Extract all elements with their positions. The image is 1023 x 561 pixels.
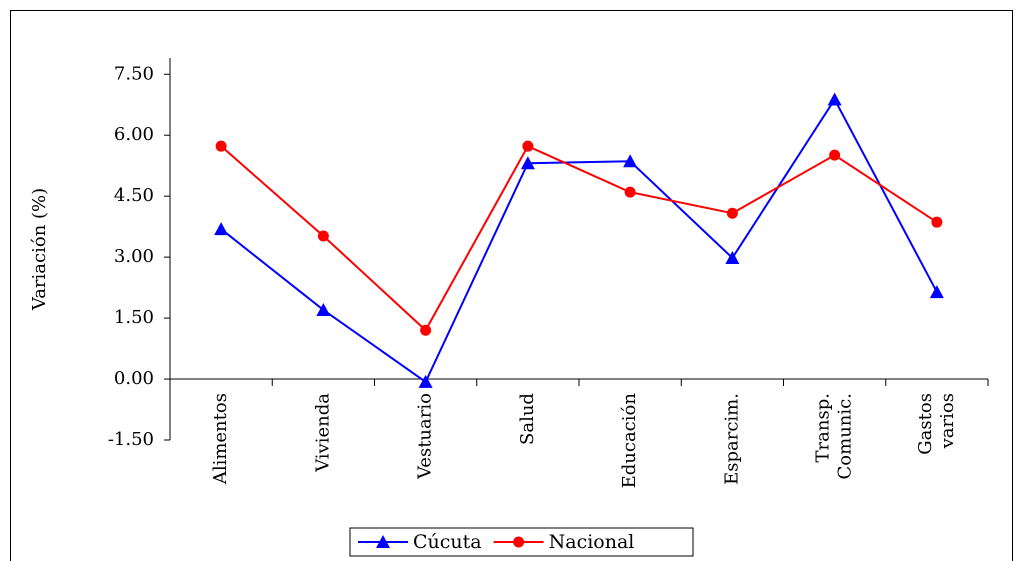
x-tick-label: Alimentos (210, 393, 231, 485)
x-tick-label: Educación (619, 393, 640, 489)
marker (726, 207, 738, 219)
marker (522, 140, 534, 152)
x-tick-label: Transp.Comunic. (813, 393, 856, 479)
series-line (220, 144, 938, 332)
marker (317, 230, 329, 242)
marker (931, 216, 943, 228)
marker (829, 149, 841, 161)
y-tick-label: 4.50 (114, 185, 154, 206)
x-tick-label: Gastosvarios (915, 393, 958, 455)
x-tick-label: Salud (517, 393, 538, 445)
series-line (220, 97, 938, 384)
y-tick-label: 3.00 (114, 246, 154, 267)
marker (513, 536, 525, 548)
y-axis-label: Variación (%) (29, 188, 50, 311)
marker (215, 140, 227, 152)
marker (214, 222, 229, 236)
y-tick-label: 7.50 (114, 63, 154, 84)
y-tick-label: 1.50 (114, 307, 154, 328)
y-tick-label: 0.00 (114, 368, 154, 389)
marker (623, 154, 638, 168)
y-tick-label: -1.50 (108, 429, 154, 450)
marker (420, 324, 432, 336)
marker (316, 302, 331, 316)
marker (929, 285, 944, 299)
marker (418, 374, 433, 388)
chart-frame (10, 10, 1013, 561)
marker (624, 186, 636, 198)
x-tick-label: Vivienda (312, 393, 333, 473)
y-tick-label: 6.00 (114, 124, 154, 145)
marker (376, 535, 390, 548)
legend: Cúcuta Nacional (349, 527, 694, 557)
x-tick-label: Esparcim. (721, 393, 742, 485)
marker (827, 92, 842, 106)
marker (725, 250, 740, 264)
marker (520, 156, 535, 170)
x-tick-label: Vestuario (415, 393, 436, 480)
legend-label: Cúcuta (413, 531, 482, 553)
legend-label: Nacional (549, 531, 635, 553)
